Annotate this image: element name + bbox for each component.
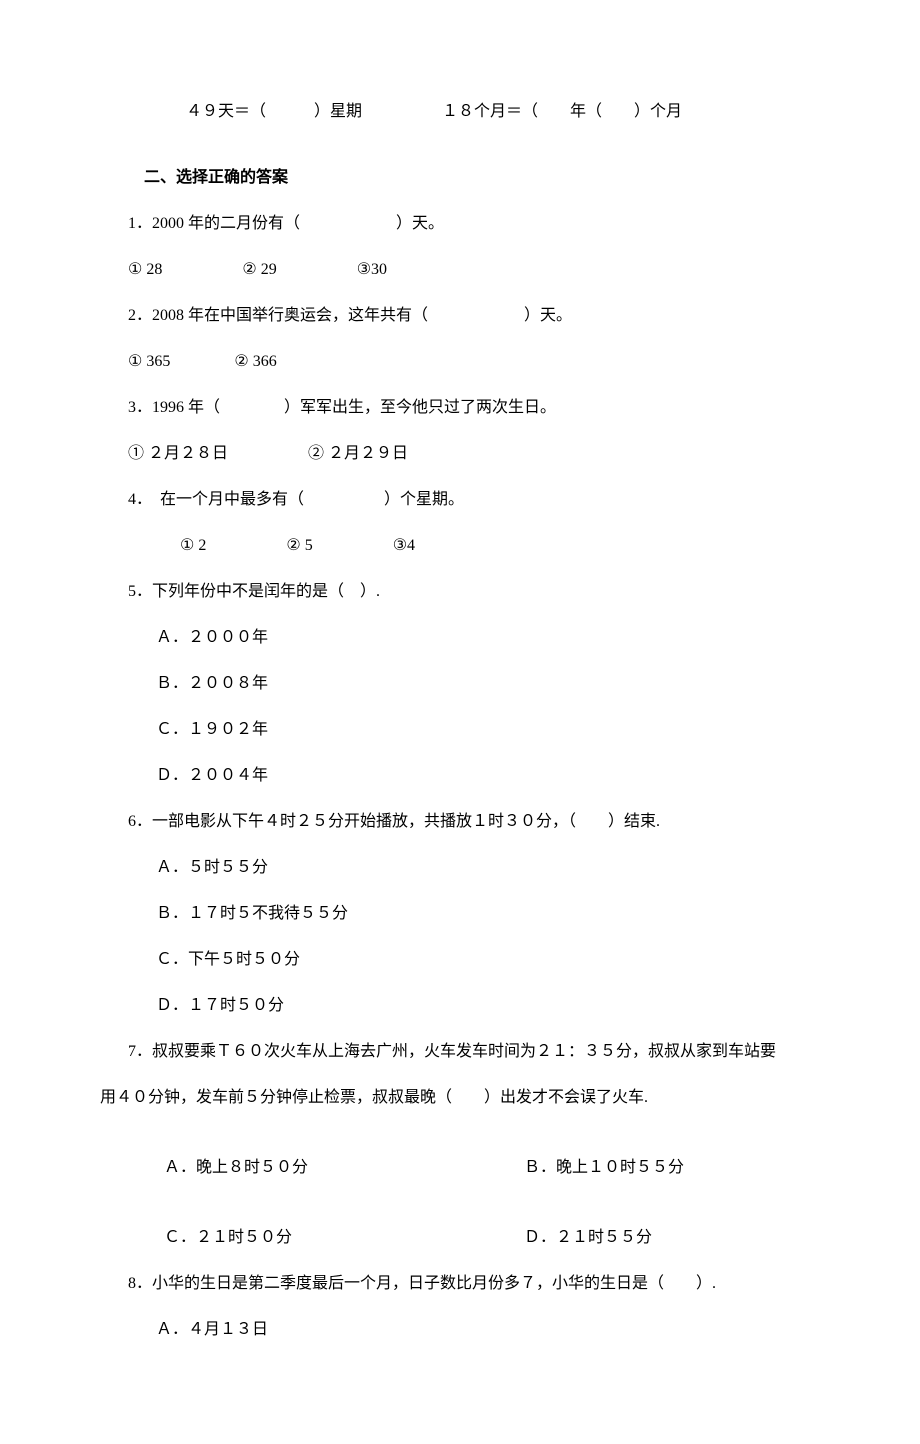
section-2-heading: 二、选择正确的答案 <box>100 166 820 190</box>
q7-options-row1: Ａ．晚上８时５０分Ｂ．晚上１０时５５分 <box>100 1132 820 1180</box>
q4-stem: 4． 在一个月中最多有（ ）个星期。 <box>100 488 820 512</box>
q1-options: ① 28 ② 29 ③30 <box>100 258 820 282</box>
q3-stem: 3．1996 年（ ）军军出生，至今他只过了两次生日。 <box>100 396 820 420</box>
q5-option-b: Ｂ．２００８年 <box>100 672 820 696</box>
q5-option-a: Ａ．２０００年 <box>100 626 820 650</box>
q6-option-d: Ｄ．１７时５０分 <box>100 994 820 1018</box>
q2-stem: 2．2008 年在中国举行奥运会，这年共有（ ）天。 <box>100 304 820 328</box>
q5-option-d: Ｄ．２００４年 <box>100 764 820 788</box>
q6-option-b: Ｂ．１７时５不我待５５分 <box>100 902 820 926</box>
q8-option-a: Ａ．４月１３日 <box>100 1318 820 1342</box>
q7-option-b: Ｂ．晚上１０时５５分 <box>524 1159 684 1176</box>
q3-options: ① ２月２８日 ② ２月２９日 <box>100 442 820 466</box>
q5-stem: 5．下列年份中不是闰年的是（ ）. <box>100 580 820 604</box>
q4-options: ① 2 ② 5 ③4 <box>100 534 820 558</box>
q6-option-c: Ｃ．下午５时５０分 <box>100 948 820 972</box>
q7-option-d: Ｄ．２１时５５分 <box>524 1229 652 1246</box>
q7-option-c: Ｃ．２１时５０分 <box>164 1226 524 1250</box>
q7-options-row2: Ｃ．２１时５０分Ｄ．２１时５５分 <box>100 1202 820 1250</box>
fill-blank-line: ４９天＝（ ）星期 １８个月＝（ 年（ ）个月 <box>100 100 820 124</box>
q5-option-c: Ｃ．１９０２年 <box>100 718 820 742</box>
q2-options: ① 365 ② 366 <box>100 350 820 374</box>
q8-stem: 8．小华的生日是第二季度最后一个月，日子数比月份多７，小华的生日是（ ）. <box>100 1272 820 1296</box>
q6-stem: 6．一部电影从下午４时２５分开始播放，共播放１时３０分，（ ）结束. <box>100 810 820 834</box>
q7-stem-line1: 7．叔叔要乘Ｔ６０次火车从上海去广州，火车发车时间为２１：３５分，叔叔从家到车站… <box>100 1040 820 1064</box>
q7-option-a: Ａ．晚上８时５０分 <box>164 1156 524 1180</box>
q6-option-a: Ａ．５时５５分 <box>100 856 820 880</box>
q7-stem-line2: 用４０分钟，发车前５分钟停止检票，叔叔最晚（ ）出发才不会误了火车. <box>100 1086 820 1110</box>
q1-stem: 1．2000 年的二月份有（ ）天。 <box>100 212 820 236</box>
